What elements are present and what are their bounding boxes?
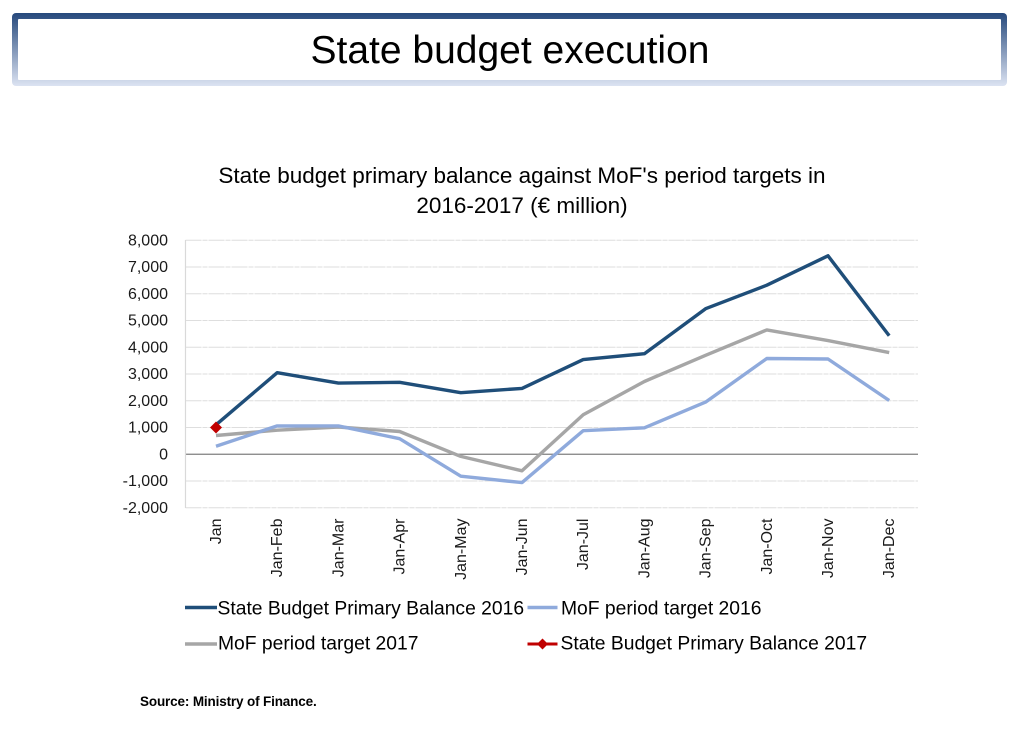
svg-text:State Budget Primary Balance 2: State Budget Primary Balance 2017: [561, 634, 868, 655]
svg-text:6,000: 6,000: [128, 286, 168, 303]
svg-text:Jan-Sep: Jan-Sep: [698, 518, 715, 578]
svg-text:Jan-Jul: Jan-Jul: [575, 519, 592, 571]
svg-text:3,000: 3,000: [128, 366, 168, 383]
svg-text:-2,000: -2,000: [123, 500, 168, 517]
svg-text:State Budget Primary Balance 2: State Budget Primary Balance 2016: [218, 599, 525, 620]
svg-text:Jan-Apr: Jan-Apr: [392, 518, 409, 575]
svg-text:Jan-Mar: Jan-Mar: [330, 518, 347, 577]
svg-text:8,000: 8,000: [128, 233, 168, 250]
svg-text:Jan-Dec: Jan-Dec: [881, 519, 898, 579]
svg-text:-1,000: -1,000: [123, 473, 168, 490]
svg-text:4,000: 4,000: [128, 340, 168, 357]
svg-text:2,000: 2,000: [128, 393, 168, 410]
svg-text:Jan-Feb: Jan-Feb: [269, 518, 286, 577]
svg-text:Jan-May: Jan-May: [453, 519, 470, 580]
svg-text:MoF period target 2017: MoF period target 2017: [218, 634, 418, 655]
svg-text:Jan: Jan: [208, 519, 225, 545]
svg-text:MoF period target 2016: MoF period target 2016: [561, 599, 761, 620]
svg-text:5,000: 5,000: [128, 313, 168, 330]
svg-text:0: 0: [159, 447, 168, 464]
svg-text:7,000: 7,000: [128, 259, 168, 276]
svg-text:Jan-Jun: Jan-Jun: [514, 519, 531, 576]
svg-text:Jan-Oct: Jan-Oct: [759, 518, 776, 575]
svg-text:Jan-Nov: Jan-Nov: [820, 519, 837, 579]
svg-text:1,000: 1,000: [128, 420, 168, 437]
svg-text:Jan-Aug: Jan-Aug: [636, 519, 653, 579]
